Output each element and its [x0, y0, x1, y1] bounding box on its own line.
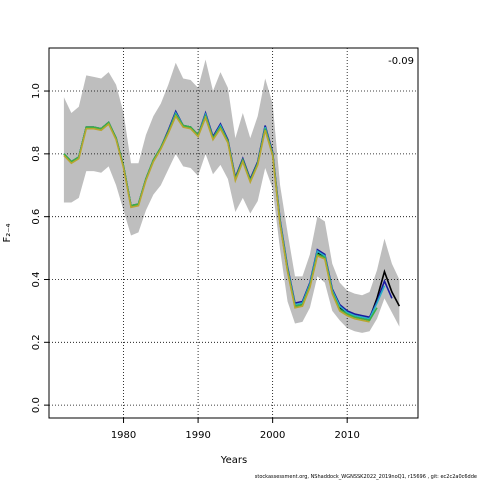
- y-axis-label: F₂₋₄: [2, 223, 13, 242]
- x-tick-label: 2010: [334, 430, 359, 441]
- annotation: -0.09: [388, 56, 414, 67]
- y-tick-label: 0.4: [31, 272, 42, 288]
- x-tick-label: 2000: [260, 430, 285, 441]
- x-tick-label: 1980: [111, 430, 136, 441]
- y-tick-label: 1.0: [31, 83, 42, 99]
- plot-frame: [48, 47, 419, 419]
- footer: stockassessment.org, NShaddock_WGNSSK202…: [255, 474, 477, 480]
- y-tick-label: 0.6: [31, 209, 42, 225]
- x-tick-label: 1990: [185, 430, 210, 441]
- data-line: [63, 114, 370, 323]
- y-tick-label: 0.2: [31, 334, 42, 350]
- x-axis-label: Years: [220, 455, 247, 466]
- y-tick-label: 0.8: [31, 146, 42, 162]
- confidence-band: [63, 59, 400, 333]
- y-tick-label: 0.0: [31, 397, 42, 413]
